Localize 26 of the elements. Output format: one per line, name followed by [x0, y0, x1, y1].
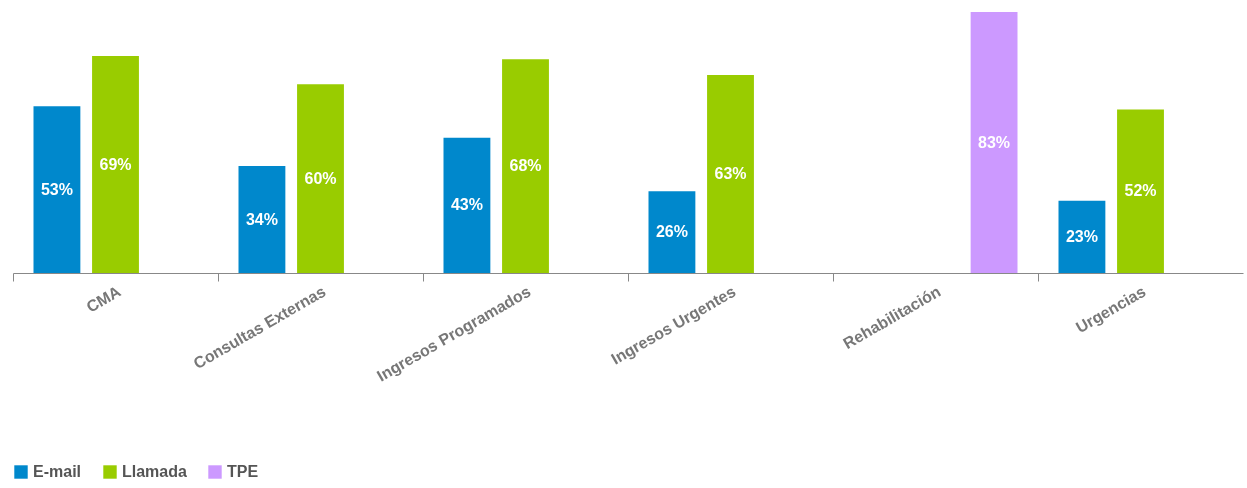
data-label: 53%	[40, 180, 73, 198]
bar	[297, 84, 344, 273]
data-label: 63%	[714, 164, 747, 182]
data-label: 26%	[655, 223, 688, 241]
legend-label: TPE	[227, 463, 259, 480]
bar	[1058, 200, 1106, 273]
data-label: 68%	[509, 157, 542, 175]
bar	[92, 56, 139, 273]
data-label: 34%	[245, 210, 278, 228]
data-label: 23%	[1065, 227, 1098, 245]
data-label: 60%	[304, 169, 337, 187]
legend-label: E-mail	[33, 463, 82, 480]
bar	[33, 106, 81, 273]
bar	[238, 166, 286, 273]
data-label: 52%	[1124, 182, 1157, 200]
bar	[443, 137, 491, 273]
bar	[1117, 109, 1164, 273]
legend-label: Llamada	[122, 463, 188, 480]
data-label: 69%	[99, 155, 132, 173]
bar	[502, 59, 549, 273]
bar	[970, 12, 1018, 273]
x-tick-label: CMA	[83, 282, 124, 316]
bar	[707, 74, 754, 273]
data-label: 83%	[978, 133, 1011, 151]
bar	[648, 191, 696, 273]
data-label: 43%	[450, 196, 483, 214]
